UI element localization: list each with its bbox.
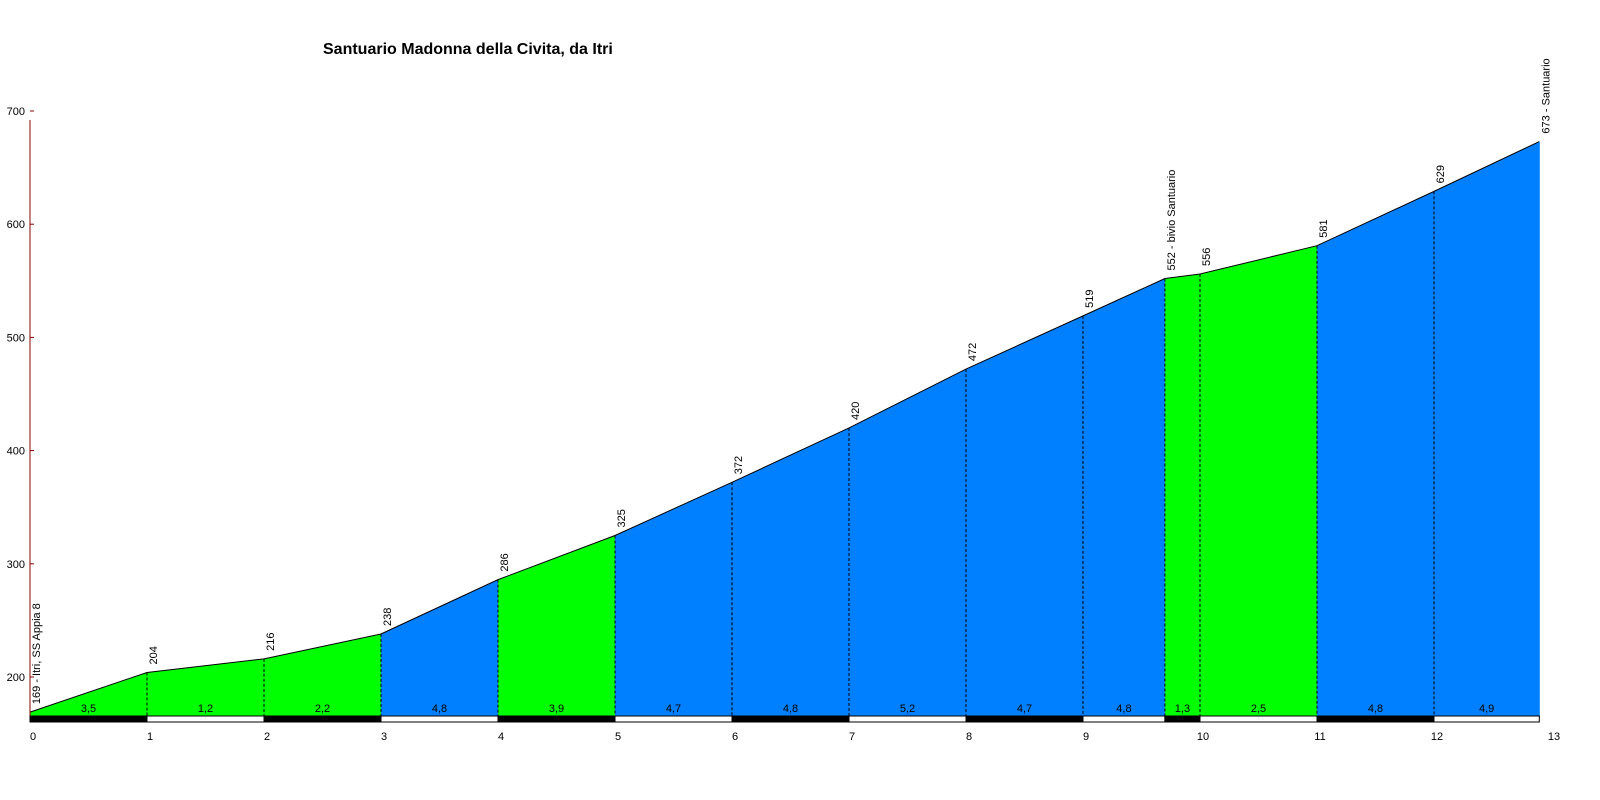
grade-label: 1,3	[1175, 703, 1190, 715]
x-tick-label: 6	[732, 731, 738, 743]
distance-band-segment	[848, 715, 967, 723]
profile-line	[29, 141, 1540, 718]
distance-band-segment	[1199, 715, 1318, 723]
distance-band-segment	[1164, 715, 1201, 723]
y-tick-label: 200	[7, 672, 25, 684]
elevation-label: 238	[382, 608, 394, 626]
grade-label: 4,8	[783, 703, 798, 715]
distance-band-segment	[380, 715, 499, 723]
distance-band-segment	[263, 715, 382, 723]
y-tick-label: 300	[7, 559, 25, 571]
km-dividers	[146, 191, 1435, 718]
grade-label: 3,5	[81, 703, 96, 715]
y-axis: 200 300 400 500 600 700	[7, 106, 34, 718]
y-tick-label: 700	[7, 106, 25, 118]
elevation-label: 169 - Itri, SS Appia 8	[31, 603, 43, 704]
distance-band-segment	[1082, 715, 1166, 723]
profile-segment	[732, 427, 849, 718]
grade-label: 2,5	[1251, 703, 1266, 715]
elevation-label: 581	[1318, 219, 1330, 237]
profile-segment	[264, 633, 381, 718]
profile-segment	[1083, 278, 1165, 718]
x-tick-label: 12	[1431, 731, 1443, 743]
grade-label: 4,8	[1368, 703, 1383, 715]
elevation-label: 673 - Santuario	[1540, 58, 1552, 133]
grade-label: 4,8	[1116, 703, 1131, 715]
profile-segment	[615, 482, 732, 718]
y-tick-label: 400	[7, 446, 25, 458]
x-tick-label: 9	[1083, 731, 1089, 743]
distance-band-segment	[1316, 715, 1435, 723]
profile-segment	[381, 579, 498, 718]
grade-label: 4,9	[1479, 703, 1494, 715]
grade-label: 4,8	[432, 703, 447, 715]
x-tick-label: 8	[966, 731, 972, 743]
elevation-label: 420	[850, 402, 862, 420]
profile-segment	[30, 672, 147, 718]
profile-segment	[966, 315, 1083, 718]
grade-labels: 3,5 1,2 2,2 4,8 3,9 4,7 4,8 5,2 4,7 4,8 1,3 2,5 4,8 4…	[81, 703, 1494, 715]
distance-band	[29, 715, 1540, 723]
distance-band-segment	[497, 715, 616, 723]
profile-outline	[29, 141, 1540, 713]
elevation-label: 204	[148, 646, 160, 664]
distance-band-segment	[731, 715, 850, 723]
elevation-label: 552 - bivio Santuario	[1166, 170, 1178, 271]
profile-segment	[1434, 141, 1540, 719]
x-tick-label: 1	[147, 731, 153, 743]
profile-segment	[1200, 245, 1317, 718]
x-tick-label: 5	[615, 731, 621, 743]
x-axis: 0 1 2 3 4 5 6 7 8 9 10 11 12 13	[30, 731, 1560, 743]
y-tick-label: 500	[7, 332, 25, 344]
distance-band-segment	[614, 715, 733, 723]
distance-band-segment	[965, 715, 1084, 723]
distance-band-segment	[1433, 715, 1540, 723]
elevation-label: 216	[265, 633, 277, 651]
point-labels: 169 - Itri, SS Appia 8 204 216 238 286 325 372…	[31, 58, 1552, 704]
grade-label: 4,7	[666, 703, 681, 715]
profile-segment	[849, 369, 966, 718]
profile-segment	[1164, 274, 1200, 718]
elevation-label: 472	[967, 343, 979, 361]
profile-areas	[30, 141, 1540, 719]
elevation-label: 556	[1201, 248, 1213, 266]
x-tick-label: 2	[264, 731, 270, 743]
elevation-label: 372	[733, 456, 745, 474]
elevation-label: 519	[1084, 290, 1096, 308]
elevation-label: 325	[616, 509, 628, 527]
distance-band-segment	[29, 715, 148, 723]
x-tick-label: 13	[1548, 731, 1560, 743]
elevation-label: 629	[1435, 165, 1447, 183]
elevation-label: 286	[499, 553, 511, 571]
grade-label: 2,2	[315, 703, 330, 715]
chart-title: Santuario Madonna della Civita, da Itri	[323, 41, 613, 58]
x-tick-label: 3	[381, 731, 387, 743]
y-tick-label: 600	[7, 219, 25, 231]
grade-label: 1,2	[198, 703, 213, 715]
grade-label: 3,9	[549, 703, 564, 715]
grade-label: 5,2	[900, 703, 915, 715]
profile-segment	[147, 658, 264, 718]
x-tick-label: 7	[849, 731, 855, 743]
profile-segment	[498, 535, 615, 718]
x-tick-label: 0	[30, 731, 36, 743]
x-tick-label: 11	[1314, 731, 1325, 743]
x-tick-label: 10	[1197, 731, 1209, 743]
grade-label: 4,7	[1017, 703, 1032, 715]
x-tick-label: 4	[498, 731, 504, 743]
distance-band-segment	[146, 715, 265, 723]
profile-segment	[1317, 191, 1434, 718]
